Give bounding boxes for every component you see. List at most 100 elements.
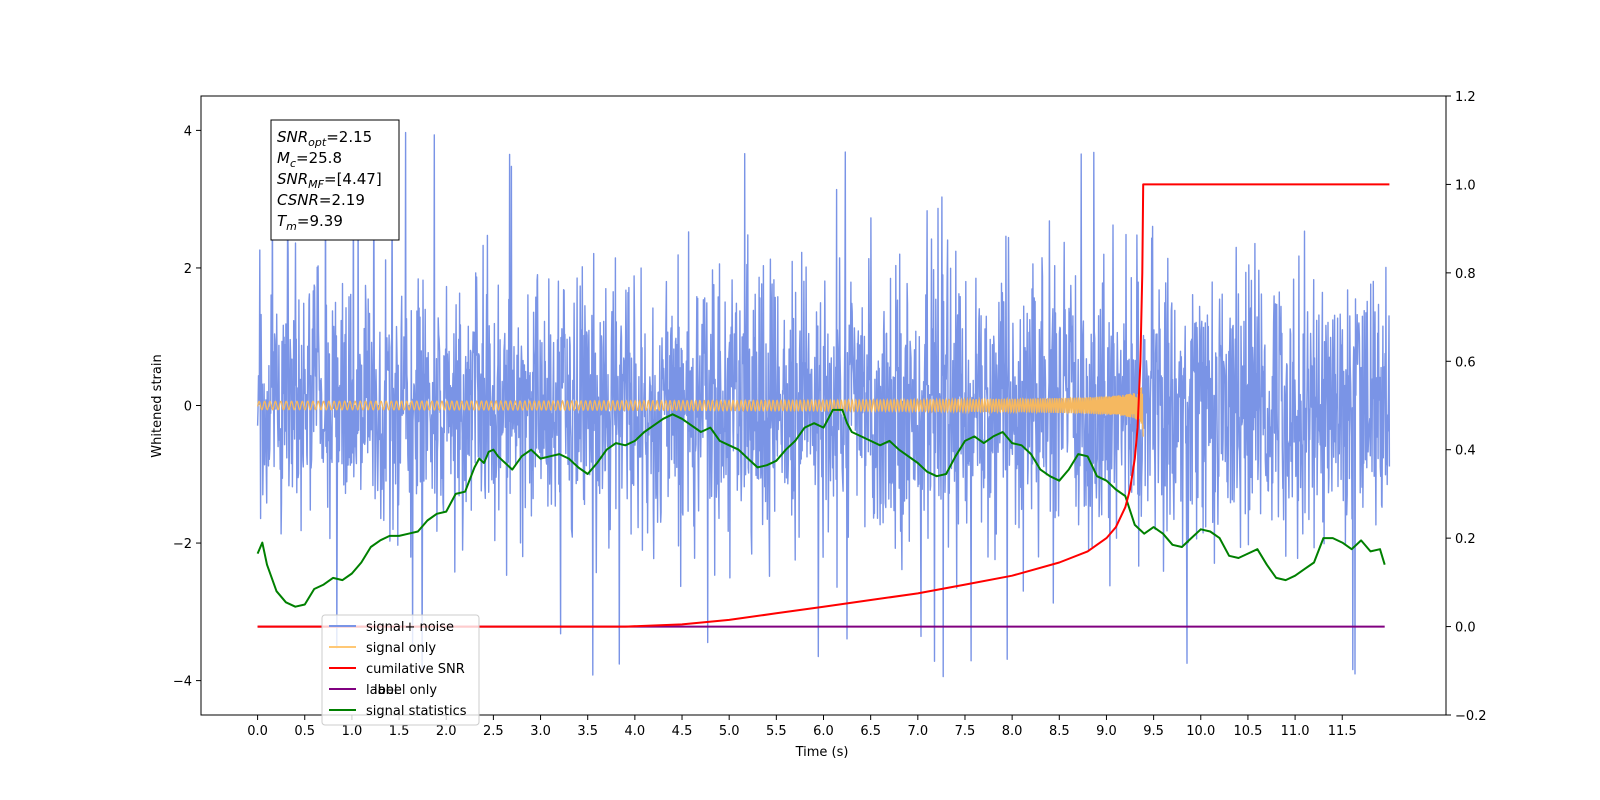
x-tick-label: 5.5: [766, 724, 787, 739]
x-tick: 4.5: [672, 715, 693, 739]
annotation-subscript: opt: [308, 136, 327, 149]
annotation-frame: [270, 119, 400, 241]
cumulative-snr-line: [257, 183, 1390, 628]
y-left-tick: −2: [173, 537, 201, 552]
x-tick-label: 2.0: [436, 724, 457, 739]
legend-label: label only: [374, 683, 437, 698]
x-tick: 3.0: [530, 715, 551, 739]
y-right-tick-label: 1.0: [1455, 178, 1476, 193]
legend-item: label only: [374, 683, 437, 698]
legend-item: signal+ noise: [329, 620, 454, 635]
x-tick-label: 6.5: [860, 724, 881, 739]
x-tick-label: 7.0: [907, 724, 928, 739]
y-left-tick-label: 0: [184, 400, 192, 415]
annotation-symbol: M: [277, 149, 290, 167]
y-left-tick: 0: [184, 400, 201, 415]
annotation-subscript: m: [286, 220, 297, 233]
annotation-symbol: T: [277, 212, 288, 230]
y-right-tick: −0.2: [1446, 709, 1487, 724]
x-tick-label: 10.5: [1233, 724, 1262, 739]
annotation-line: CSNR=2.19: [277, 191, 365, 209]
y-axis-left-label: Whitened strain: [150, 354, 165, 457]
annotation-value: =2.15: [326, 128, 372, 146]
x-tick: 10.5: [1233, 715, 1262, 739]
y-left-tick: 4: [184, 124, 201, 139]
x-tick: 11.5: [1328, 715, 1357, 739]
y-left-tick-label: −4: [173, 675, 192, 690]
annotation-symbol: CSNR: [277, 191, 319, 209]
y-right-tick-label: 0.4: [1455, 444, 1476, 459]
x-tick-label: 3.0: [530, 724, 551, 739]
annotation-line: SNRopt=2.15: [277, 128, 372, 149]
x-tick: 5.5: [766, 715, 787, 739]
x-tick: 6.5: [860, 715, 881, 739]
x-tick: 0.5: [294, 715, 315, 739]
y-right-tick: 0.0: [1446, 621, 1476, 636]
x-tick-label: 4.5: [672, 724, 693, 739]
x-tick: 11.0: [1281, 715, 1310, 739]
x-tick-label: 8.0: [1002, 724, 1023, 739]
legend-item: signal statistics: [329, 704, 467, 719]
x-tick-label: 8.5: [1049, 724, 1070, 739]
x-tick: 6.0: [813, 715, 834, 739]
x-tick-label: 6.0: [813, 724, 834, 739]
x-tick-label: 0.5: [294, 724, 315, 739]
annotation-box: SNRopt=2.15Mc=25.8SNRMF=[4.47]CSNR=2.19T…: [270, 119, 400, 241]
signal-statistics-line: [256, 408, 1386, 608]
x-tick-label: 0.0: [247, 724, 268, 739]
x-tick: 9.0: [1096, 715, 1117, 739]
y-left-tick-label: 2: [184, 262, 192, 277]
annotation-line: Mc=25.8: [277, 149, 342, 170]
legend-item: cumilative SNR: [329, 662, 465, 677]
x-tick-label: 11.5: [1328, 724, 1357, 739]
x-tick-label: 7.5: [955, 724, 976, 739]
x-tick: 10.0: [1186, 715, 1215, 739]
y-axis-right-ticks: 1.2 1.0 0.8 0.6 0.4 0.2 0.0 −0.2: [1446, 90, 1487, 724]
legend: label only signal+ noise signal only cumila…: [321, 614, 480, 726]
x-tick: 5.0: [719, 715, 740, 739]
x-tick: 7.5: [955, 715, 976, 739]
y-left-tick-label: 4: [184, 124, 192, 139]
y-right-tick-label: −0.2: [1455, 709, 1487, 724]
x-tick-label: 9.0: [1096, 724, 1117, 739]
x-tick-label: 3.5: [577, 724, 598, 739]
x-axis-label: Time (s): [795, 745, 849, 760]
y-right-tick-label: 1.2: [1455, 90, 1476, 105]
x-tick: 4.0: [625, 715, 646, 739]
x-tick-label: 2.5: [483, 724, 504, 739]
x-tick: 2.5: [483, 715, 504, 739]
annotation-value: =9.39: [297, 212, 343, 230]
annotation-line: Tm=9.39: [277, 212, 343, 233]
y-axis-left-ticks: 4 2 0 −2 −4: [173, 124, 201, 690]
legend-label: signal statistics: [366, 704, 467, 719]
legend-label: cumilative SNR: [366, 662, 465, 677]
legend-item: signal only: [329, 641, 436, 656]
x-tick: 8.0: [1002, 715, 1023, 739]
x-tick-label: 11.0: [1281, 724, 1310, 739]
y-right-tick-label: 0.0: [1455, 621, 1476, 636]
y-right-tick: 0.2: [1446, 532, 1476, 547]
x-tick: 7.0: [907, 715, 928, 739]
annotation-subscript: c: [290, 157, 296, 170]
y-right-tick-label: 0.8: [1455, 267, 1476, 282]
x-tick: 0.0: [247, 715, 268, 739]
y-left-tick-label: −2: [173, 537, 192, 552]
y-left-tick: −4: [173, 675, 201, 690]
y-right-tick: 1.0: [1446, 178, 1476, 193]
signal-only-line: [256, 387, 1144, 437]
annotation-symbol: SNR: [277, 170, 308, 188]
annotation-line: SNRMF=[4.47]: [277, 170, 382, 191]
legend-label: label: [366, 683, 397, 698]
y-right-tick: 0.8: [1446, 267, 1476, 282]
annotation-value: =25.8: [296, 149, 342, 167]
annotation-subscript: MF: [308, 178, 324, 191]
y-right-tick-label: 0.2: [1455, 532, 1476, 547]
x-tick-label: 1.5: [389, 724, 410, 739]
x-axis-ticks: 0.0 0.5 1.0 1.5 2.0 2.5 3.0 3.5 4.0 4.5 5.0 5.5 6.0 6…: [247, 715, 1357, 739]
x-tick-label: 9.5: [1143, 724, 1164, 739]
y-left-tick: 2: [184, 262, 201, 277]
legend-frame: [321, 614, 480, 726]
x-tick-label: 4.0: [625, 724, 646, 739]
